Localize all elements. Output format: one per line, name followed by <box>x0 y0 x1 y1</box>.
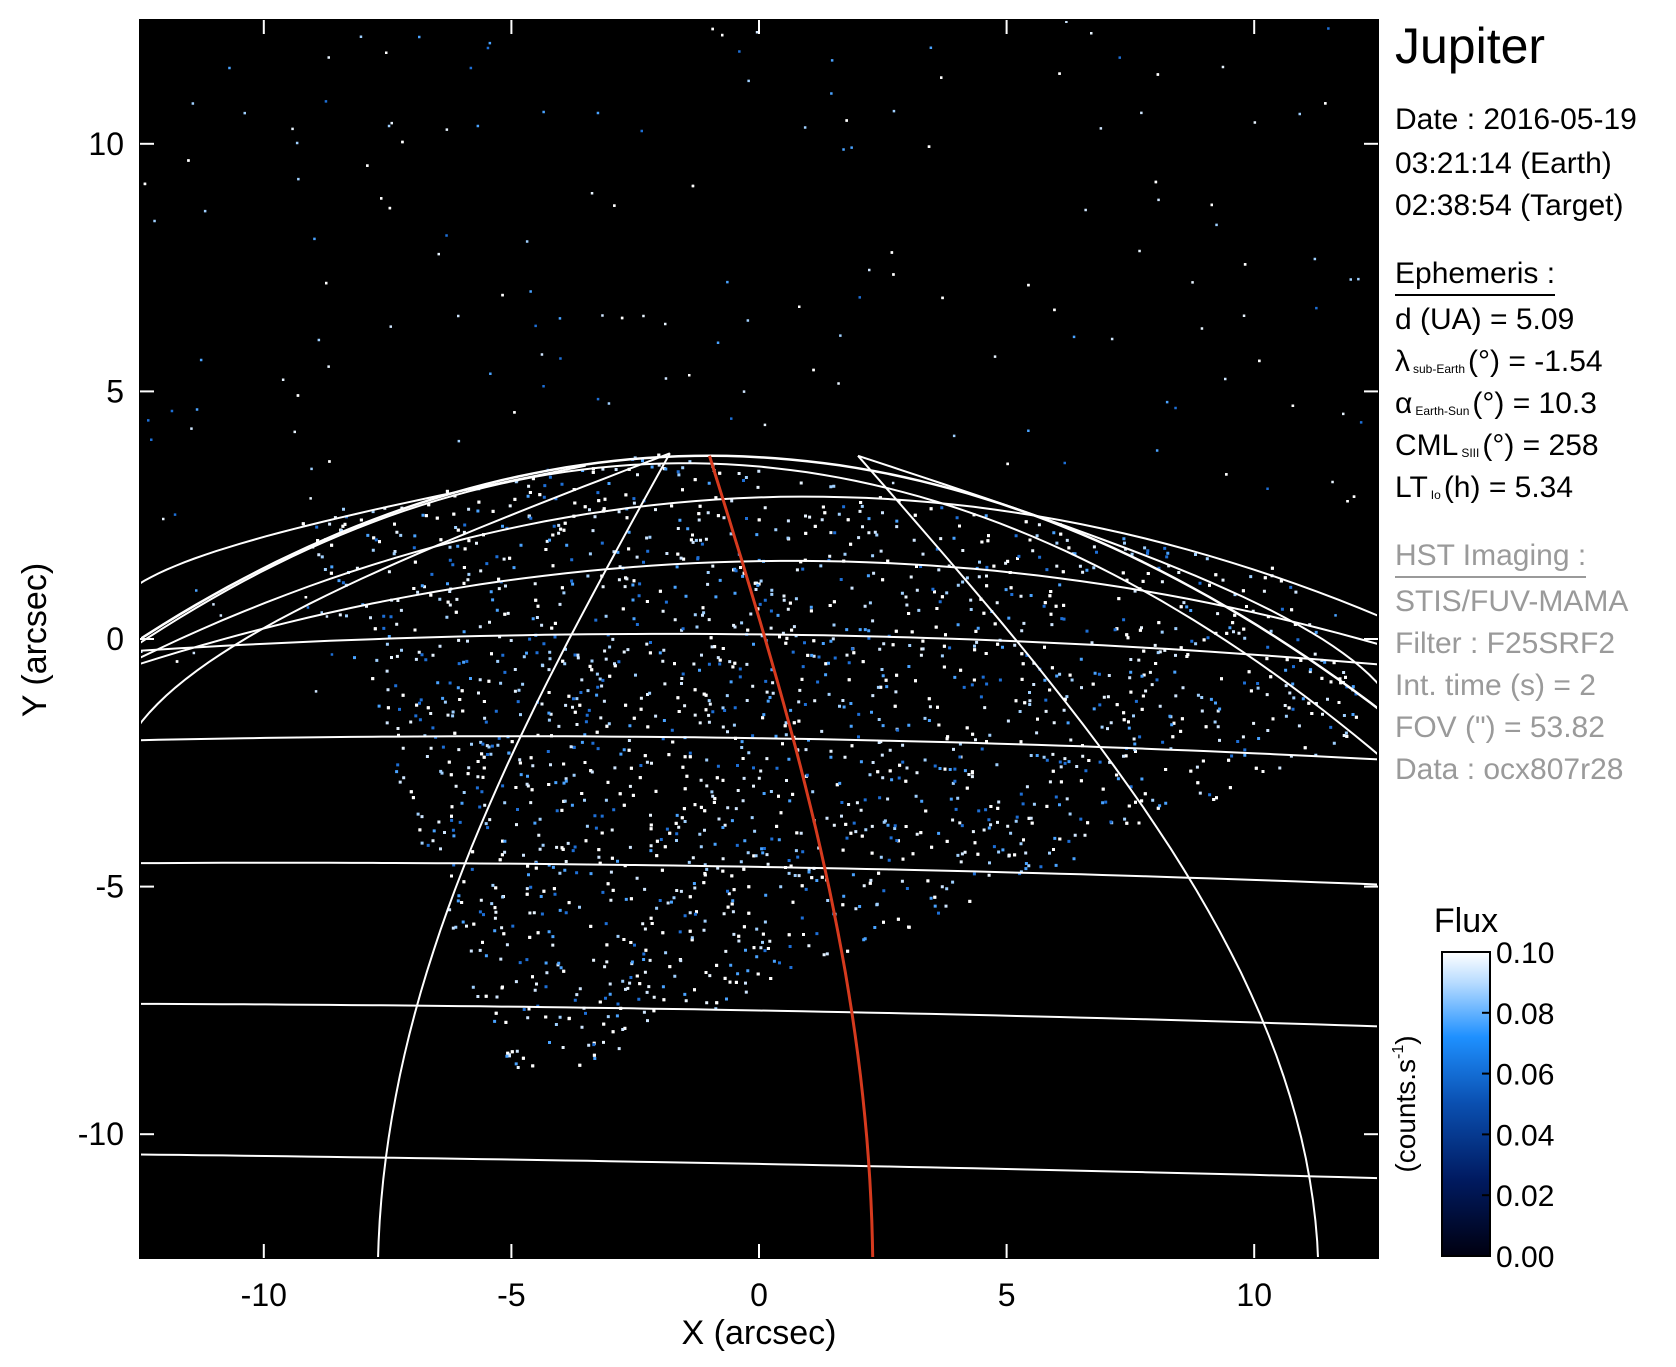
colorbar-title: Flux <box>1434 902 1498 940</box>
latitude-line <box>140 1002 1378 1028</box>
lat-lon-grid <box>140 452 1378 1258</box>
eph-distance: d (UA) = 5.09 <box>1395 303 1575 336</box>
colorbar-tick-label: 0.04 <box>1496 1119 1554 1152</box>
colorbar: 0.10 0.08 0.06 0.04 0.02 0.00 <box>1441 937 1554 1274</box>
y-tick-label: 10 <box>88 126 124 162</box>
hst-data: Data : ocx807r28 <box>1395 753 1624 786</box>
latitude-line <box>140 632 1378 666</box>
latitude-line <box>140 735 1378 761</box>
image-background <box>140 20 1378 1258</box>
eph-lt-value: (h) = 5.34 <box>1443 471 1574 504</box>
x-tick-label: 10 <box>1236 1277 1272 1313</box>
colorbar-tick-label: 0.10 <box>1496 937 1554 970</box>
meridian-line <box>377 452 671 1258</box>
x-axis-label: X (arcsec) <box>682 1314 837 1352</box>
latitude-line <box>140 495 1378 659</box>
eph-cml: CML SIII (°) = 258 <box>1395 428 1599 471</box>
date-line: Date : 2016-05-19 <box>1395 103 1637 136</box>
x-tick-label: -5 <box>497 1277 525 1313</box>
eph-cml-value: (°) = 258 <box>1482 429 1599 462</box>
meridian-line <box>140 464 586 585</box>
eph-cml-sub: SIII <box>1461 446 1480 460</box>
target-title: Jupiter <box>1395 18 1546 74</box>
meridian-line <box>857 454 1378 686</box>
hst-header: HST Imaging : <box>1395 538 1587 578</box>
eph-alpha-value: (°) = 10.3 <box>1472 387 1597 420</box>
colorbar-tick-label: 0.08 <box>1496 998 1554 1031</box>
eph-alpha: α Earth-Sun (°) = 10.3 <box>1395 386 1597 429</box>
planet-limb <box>140 454 1378 711</box>
hst-inttime: Int. time (s) = 2 <box>1395 669 1596 702</box>
colorbar-gradient <box>1441 951 1491 1257</box>
time-earth: 03:21:14 (Earth) <box>1395 147 1612 180</box>
meridian-line <box>140 452 671 726</box>
meridian-line <box>857 455 1320 1258</box>
colorbar-tick-label: 0.00 <box>1496 1241 1554 1274</box>
eph-lambda-value: (°) = -1.54 <box>1468 345 1603 378</box>
eph-alpha-sub: Earth-Sun <box>1415 404 1470 418</box>
eph-lt: LT Io (h) = 5.34 <box>1395 470 1573 513</box>
eph-lt-sub: Io <box>1430 488 1441 502</box>
hst-instrument: STIS/FUV-MAMA <box>1395 585 1629 618</box>
hst-fov: FOV (") = 53.82 <box>1395 711 1605 744</box>
limb-inner <box>140 462 1378 756</box>
colorbar-tick-label: 0.06 <box>1496 1059 1554 1092</box>
colorbar-label-main: (counts.s <box>1390 1059 1421 1173</box>
y-tick-label: 5 <box>106 373 124 409</box>
y-axis-label: Y (arcsec) <box>16 563 54 717</box>
x-tick-label: -10 <box>241 1277 287 1313</box>
eph-alpha-symbol: α <box>1395 387 1413 420</box>
y-tick-label: -5 <box>96 869 124 905</box>
time-target: 02:38:54 (Target) <box>1395 189 1624 222</box>
y-tick-label: -10 <box>78 1116 124 1152</box>
cml-line <box>708 455 875 1258</box>
eph-lt-symbol: LT <box>1395 471 1428 504</box>
axes: -10 -5 0 5 10 -10 -5 0 5 10 <box>78 19 1379 1313</box>
colorbar-label: (counts.s-1) <box>1390 1035 1421 1172</box>
colorbar-tick-label: 0.02 <box>1496 1180 1554 1213</box>
ephemeris-header: Ephemeris : <box>1395 256 1556 296</box>
colorbar-label-end: ) <box>1390 1035 1421 1044</box>
eph-lambda-symbol: λ <box>1395 345 1410 378</box>
hst-filter: Filter : F25SRF2 <box>1395 627 1616 660</box>
latitude-line <box>140 1153 1378 1180</box>
colorbar-label-sup: -1 <box>1390 1045 1407 1059</box>
ephemeris-header-text: Ephemeris : <box>1395 256 1556 296</box>
hst-header-text: HST Imaging : <box>1395 538 1587 578</box>
eph-lambda-sub: sub-Earth <box>1413 362 1466 376</box>
eph-lambda: λ sub-Earth (°) = -1.54 <box>1395 344 1603 387</box>
x-tick-label: 0 <box>750 1277 768 1313</box>
latitude-line <box>140 559 1378 665</box>
eph-cml-symbol: CML <box>1395 429 1459 462</box>
y-tick-label: 0 <box>106 621 124 657</box>
x-tick-label: 5 <box>998 1277 1016 1313</box>
